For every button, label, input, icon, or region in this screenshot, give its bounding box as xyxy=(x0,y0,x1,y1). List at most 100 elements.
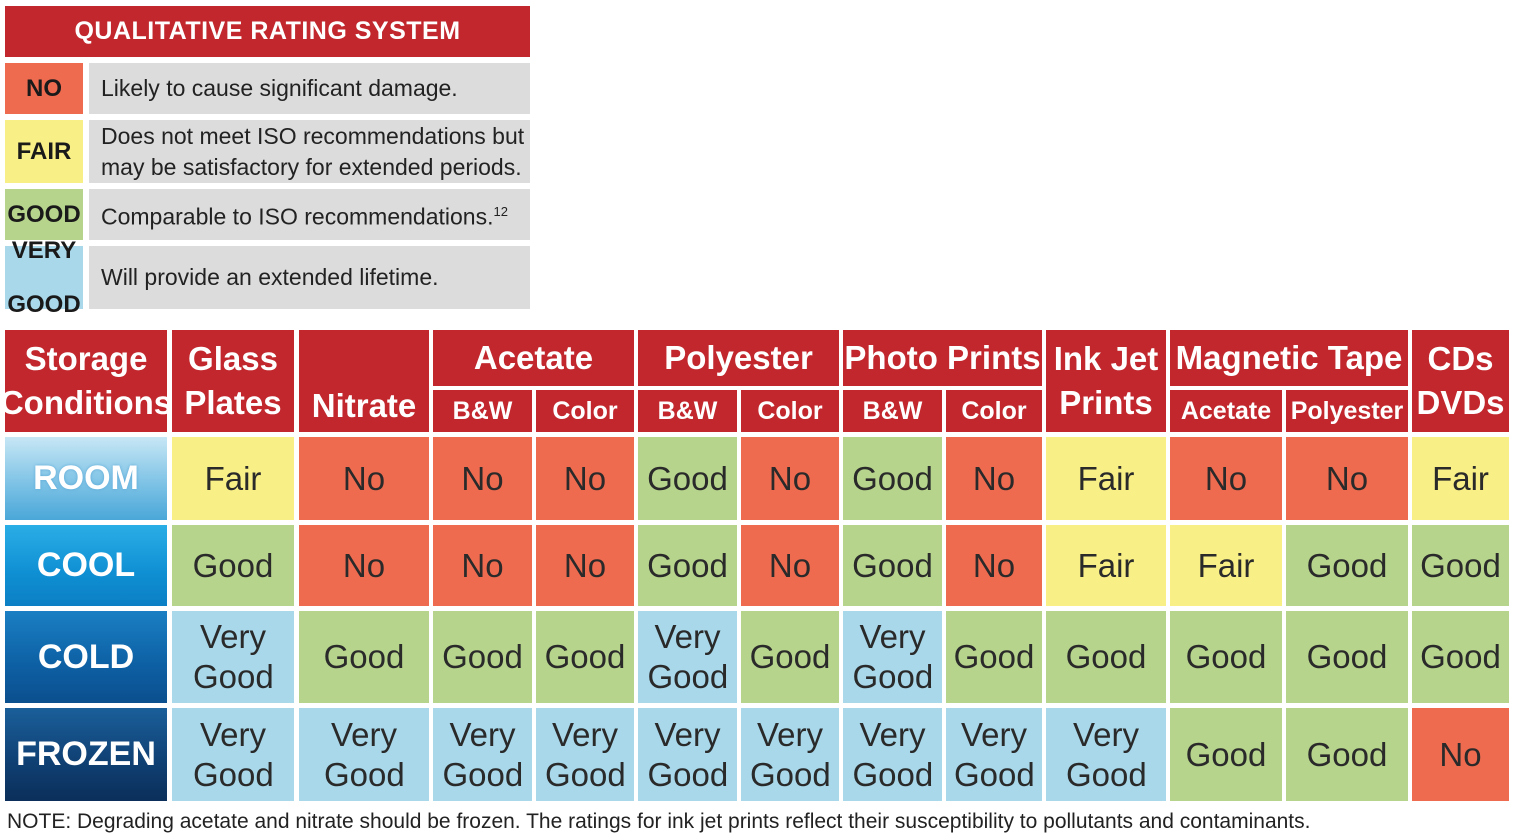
rating-cell: No xyxy=(433,525,532,606)
legend-code: VERY GOOD xyxy=(5,237,83,318)
rating-cell: Fair xyxy=(1412,437,1509,520)
rating-cell: Fair xyxy=(1046,437,1166,520)
legend-row: VERY GOOD Will provide an extended lifetim… xyxy=(5,237,530,318)
legend-description-text: may be satisfactory for extended periods… xyxy=(101,153,522,180)
rating-text: No xyxy=(1439,735,1482,773)
footnote-marker: 12 xyxy=(493,204,508,220)
rating-cell: Good xyxy=(1286,611,1408,703)
header-text: CDs xyxy=(1427,340,1494,377)
rating-cell: No xyxy=(433,437,532,520)
rating-text: No xyxy=(1204,459,1248,497)
header-text: Acetate xyxy=(473,339,594,376)
subgroup-header: Acetate xyxy=(1170,390,1282,432)
rating-text: Good xyxy=(749,638,831,675)
rating-text: Good xyxy=(647,459,728,497)
rating-cell: Very Good xyxy=(536,708,634,801)
rating-cell: Very Good xyxy=(741,708,839,801)
group-header: Photo Prints xyxy=(843,330,1042,386)
storage-condition-text: COLD xyxy=(37,637,135,676)
subgroup-header-text: Acetate xyxy=(1180,396,1272,425)
rating-text: Fair xyxy=(204,459,262,497)
rating-text: Good xyxy=(1185,638,1267,675)
rating-text: Very Good xyxy=(750,715,831,793)
subgroup-header: B&W xyxy=(638,390,737,432)
rating-cell: Very Good xyxy=(172,611,294,703)
group-header: Magnetic Tape xyxy=(1170,330,1408,386)
rating-text: Good xyxy=(1420,638,1501,675)
subgroup-header: Color xyxy=(741,390,839,432)
rating-text: No xyxy=(461,546,504,584)
storage-condition-label: COOL xyxy=(5,525,167,606)
rating-text: Fair xyxy=(1432,459,1489,497)
legend-description-text: Likely to cause significant damage. xyxy=(101,75,458,101)
table-note: NOTE: Degrading acetate and nitrate shou… xyxy=(7,810,1311,833)
rating-cell: Very Good xyxy=(433,708,532,801)
rating-text: Good xyxy=(1306,638,1388,675)
rating-text: Good xyxy=(1306,735,1388,773)
rating-text: Good xyxy=(1185,735,1267,773)
rating-cell: Good xyxy=(843,437,942,520)
rating-cell: Very Good xyxy=(299,708,429,801)
rating-text: Good xyxy=(192,546,274,584)
rating-cell: Very Good xyxy=(843,708,942,801)
storage-condition-label: FROZEN xyxy=(5,708,167,801)
legend-code: NO xyxy=(5,63,83,114)
rating-text: No xyxy=(563,459,607,497)
storage-condition-text: FROZEN xyxy=(16,735,156,773)
rating-text: Good xyxy=(953,638,1035,675)
rating-cell: Good xyxy=(1170,611,1282,703)
group-header: Polyester xyxy=(638,330,839,386)
rating-cell: Very Good xyxy=(638,611,737,703)
rating-cell: No xyxy=(741,525,839,606)
group-header: CDs DVDs xyxy=(1412,330,1509,432)
storage-condition-text: COOL xyxy=(36,546,136,584)
rating-cell: No xyxy=(536,525,634,606)
rating-text: No xyxy=(972,459,1016,497)
legend-code: GOOD xyxy=(5,189,83,240)
subgroup-header-text: Color xyxy=(757,396,823,425)
legend-description: Does not meet ISO recommendations but may… xyxy=(89,120,530,183)
legend-title: QUALITATIVE RATING SYSTEM xyxy=(5,6,530,57)
header-text: Conditions xyxy=(0,384,173,421)
legend-description-text: Does not meet ISO recommendations but xyxy=(101,122,525,149)
rating-text: Good xyxy=(544,638,626,675)
legend-code-text: FAIR xyxy=(16,138,72,165)
rating-text: Very Good xyxy=(852,715,934,793)
header-text: Storage xyxy=(24,340,148,377)
rating-cell: Very Good xyxy=(946,708,1042,801)
subgroup-header-text: Polyester xyxy=(1290,396,1404,425)
rating-cell: Good xyxy=(843,525,942,606)
subgroup-header-text: B&W xyxy=(657,396,718,425)
rating-text: No xyxy=(342,546,386,584)
rating-text: Fair xyxy=(1197,546,1255,584)
storage-conditions-header: Storage Conditions xyxy=(0,330,172,432)
rating-cell: No xyxy=(1170,437,1282,520)
storage-condition-label: COLD xyxy=(5,611,167,703)
storage-condition-text: ROOM xyxy=(33,459,139,497)
rating-cell: No xyxy=(1286,437,1408,520)
rating-cell: No xyxy=(741,437,839,520)
rating-text: Very Good xyxy=(954,715,1035,793)
rating-cell: Good xyxy=(1286,525,1408,606)
rating-cell: Good xyxy=(299,611,429,703)
legend-code-text: GOOD xyxy=(7,201,81,228)
rating-cell: Good xyxy=(433,611,532,703)
rating-cell: Very Good xyxy=(843,611,942,703)
rating-cell: Good xyxy=(1170,708,1282,801)
header-text: Nitrate xyxy=(311,387,417,424)
rating-legend: QUALITATIVE RATING SYSTEM NO Likely to ca… xyxy=(5,6,530,318)
group-header: Glass Plates xyxy=(172,330,294,432)
rating-text: Good xyxy=(852,546,933,584)
rating-text: No xyxy=(1325,459,1369,497)
rating-cell: No xyxy=(536,437,634,520)
storage-condition-label: ROOM xyxy=(5,437,167,520)
rating-text: Good xyxy=(1065,638,1147,675)
rating-text: No xyxy=(461,459,504,497)
subgroup-header: B&W xyxy=(433,390,532,432)
rating-text: Very Good xyxy=(545,715,626,793)
rating-cell: Good xyxy=(638,525,737,606)
rating-cell: Good xyxy=(1286,708,1408,801)
subgroup-header: Color xyxy=(946,390,1042,432)
subgroup-header-text: Color xyxy=(552,396,618,425)
rating-cell: Very Good xyxy=(638,708,737,801)
